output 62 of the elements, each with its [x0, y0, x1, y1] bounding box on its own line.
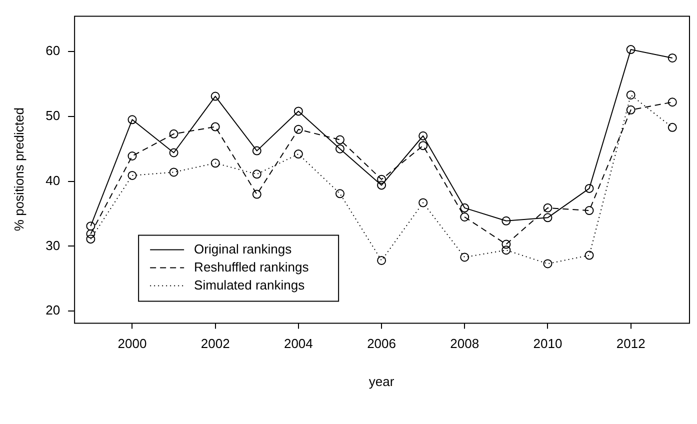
point [210, 92, 220, 101]
point [584, 184, 594, 193]
point [502, 240, 511, 249]
point [502, 216, 511, 226]
point [377, 180, 386, 190]
point [210, 122, 220, 132]
x-tick-label: 2004 [284, 336, 313, 352]
point [668, 122, 677, 132]
point [128, 115, 137, 124]
x-tick-label: 2002 [200, 336, 230, 352]
point [335, 144, 344, 154]
point [418, 131, 428, 140]
point [460, 203, 470, 212]
y-tick-label: 40 [46, 172, 60, 188]
point [460, 252, 470, 262]
point [584, 206, 594, 216]
point [543, 259, 552, 268]
x-tick-label: 2010 [533, 336, 562, 352]
legend-label: Original rankings [194, 241, 292, 256]
x-axis-title: year [368, 374, 395, 389]
point [169, 148, 178, 158]
point [169, 168, 178, 177]
y-tick-label: 30 [46, 238, 60, 253]
point [210, 158, 220, 168]
point [252, 190, 262, 199]
y-tick-label: 60 [46, 43, 60, 58]
y-tick-label: 50 [46, 108, 60, 123]
x-tick-label: 2008 [450, 336, 480, 352]
point [377, 174, 386, 184]
legend-label: Simulated rankings [194, 277, 306, 292]
point [584, 250, 594, 260]
point [460, 212, 470, 222]
point [668, 53, 677, 62]
y-tick-label: 20 [46, 302, 60, 318]
point [502, 246, 511, 255]
point [252, 170, 262, 179]
point [626, 105, 636, 114]
point [377, 256, 386, 265]
x-tick-label: 2000 [118, 336, 147, 352]
point [626, 90, 636, 100]
point [128, 151, 137, 160]
point [294, 150, 303, 159]
point [626, 45, 636, 54]
point [335, 189, 344, 198]
point [86, 234, 96, 244]
legend-label: Reshuffled rankings [194, 259, 310, 274]
point [418, 198, 428, 208]
point [86, 222, 96, 231]
point [294, 124, 303, 134]
point [169, 129, 178, 138]
x-tick-label: 2012 [616, 336, 646, 352]
point [543, 203, 552, 212]
x-tick-label: 2006 [367, 336, 396, 352]
point [418, 141, 428, 150]
point [252, 146, 262, 156]
point [668, 98, 677, 107]
point [335, 135, 344, 144]
point [543, 213, 552, 222]
point [294, 106, 303, 116]
point [128, 170, 137, 180]
y-axis-title: % positions predicted [11, 108, 26, 232]
point [86, 229, 96, 238]
